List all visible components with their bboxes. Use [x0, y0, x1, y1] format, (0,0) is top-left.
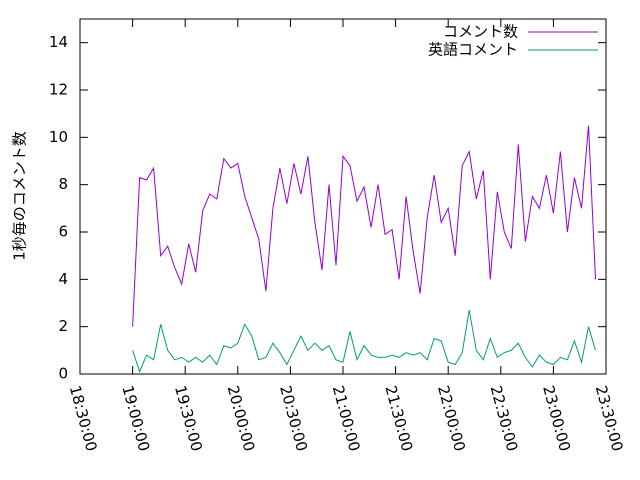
x-tick-label: 19:30:00 [171, 384, 206, 454]
x-tick-label: 19:00:00 [118, 384, 153, 454]
y-tick-label: 6 [58, 223, 68, 241]
series-line [132, 125, 596, 327]
y-axis-label: 1秒毎のコメント数 [11, 131, 29, 261]
series-line [132, 310, 596, 374]
x-tick-label: 23:00:00 [539, 384, 574, 454]
legend-label: コメント数 [443, 23, 518, 41]
x-tick-label: 23:30:00 [592, 384, 627, 454]
x-tick-label: 21:30:00 [381, 384, 416, 454]
x-tick-label: 22:00:00 [434, 384, 469, 454]
y-tick-label: 12 [49, 81, 68, 99]
y-tick-label: 14 [49, 33, 68, 51]
x-tick-label: 20:00:00 [224, 384, 259, 454]
x-tick-label: 21:00:00 [329, 384, 364, 454]
y-tick-label: 0 [58, 365, 68, 383]
y-tick-label: 8 [58, 175, 68, 193]
plot-border [79, 18, 607, 375]
x-tick-label: 18:30:00 [66, 384, 101, 454]
x-tick-label: 20:30:00 [276, 384, 311, 454]
legend-label: 英語コメント [428, 41, 518, 59]
x-tick-label: 22:30:00 [487, 384, 522, 454]
y-tick-label: 4 [58, 270, 68, 288]
y-tick-label: 10 [49, 128, 68, 146]
y-tick-label: 2 [58, 317, 68, 335]
